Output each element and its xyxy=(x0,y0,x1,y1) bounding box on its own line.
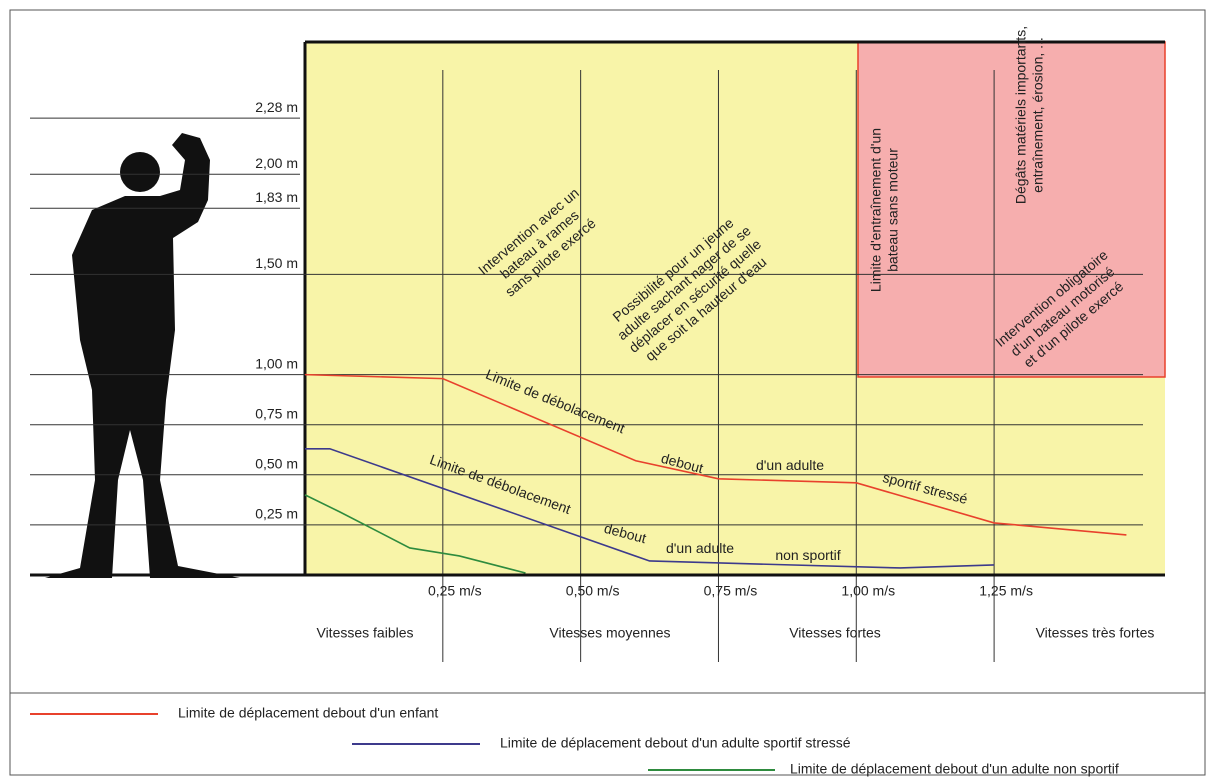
legend-label: Limite de déplacement debout d'un enfant xyxy=(178,705,438,721)
y-tick-label: 2,00 m xyxy=(255,155,298,171)
annotation-line: entraînement, érosion, ... xyxy=(1029,37,1045,193)
x-tick-label: 1,00 m/s xyxy=(841,583,895,599)
x-tick-label: 1,25 m/s xyxy=(979,583,1033,599)
zone-label: Vitesses faibles xyxy=(316,625,413,641)
data-line xyxy=(304,373,1127,536)
legend-label: Limite de déplacement debout d'un adulte… xyxy=(500,735,851,751)
annotation: d'un adulte xyxy=(666,540,734,556)
y-tick-label: 1,50 m xyxy=(255,255,298,271)
x-tick-label: 0,75 m/s xyxy=(704,583,758,599)
y-tick-label: 0,50 m xyxy=(255,456,298,472)
legend-label: Limite de déplacement debout d'un adulte… xyxy=(790,761,1119,777)
y-tick-label: 0,75 m xyxy=(255,405,298,421)
annotation-line: Limite d'entraînement d'un xyxy=(867,128,883,292)
y-tick-label: 0,25 m xyxy=(255,506,298,522)
data-line xyxy=(304,494,526,574)
y-tick-label: 1,00 m xyxy=(255,355,298,371)
annotation: Limite d'entraînement d'unbateau sans mo… xyxy=(867,128,900,292)
y-tick-label: 2,28 m xyxy=(255,99,298,115)
data-line xyxy=(305,447,995,569)
x-tick-label: 0,50 m/s xyxy=(566,583,620,599)
silhouette xyxy=(45,133,240,578)
y-tick-label: 1,83 m xyxy=(255,189,298,205)
annotation-line: Dégâts matériels importants, xyxy=(1012,26,1028,204)
annotation: Dégâts matériels importants,entraînement… xyxy=(1012,26,1045,204)
annotation-line: non sportif xyxy=(775,547,840,563)
annotation: non sportif xyxy=(775,547,840,563)
x-tick-label: 0,25 m/s xyxy=(428,583,482,599)
zone-label: Vitesses moyennes xyxy=(549,625,670,641)
annotation-line: d'un adulte xyxy=(756,457,824,473)
danger-zone xyxy=(857,41,1166,378)
zone-label: Vitesses fortes xyxy=(789,625,881,641)
annotation-line: bateau sans moteur xyxy=(884,148,900,272)
annotation-line: d'un adulte xyxy=(666,540,734,556)
annotation: d'un adulte xyxy=(756,457,824,473)
zone-label: Vitesses très fortes xyxy=(1036,625,1155,641)
